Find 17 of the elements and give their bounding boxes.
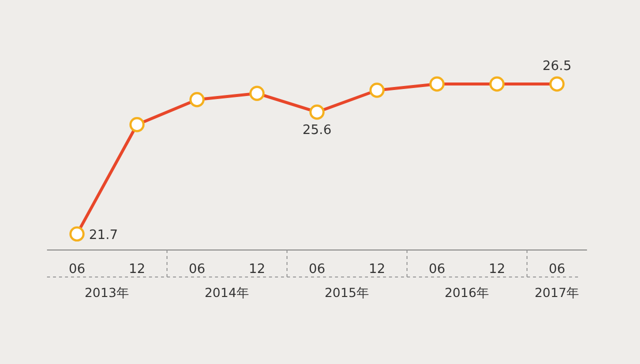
data-label: 25.6 [302,123,332,138]
text: 2014年 [204,285,250,300]
x-tick-label: 12 [368,262,386,278]
x-tick-label: 06 [548,262,566,278]
x-tick-label: 12 [128,262,146,278]
x-tick-label: 12 [248,262,266,278]
text: 2013年 [84,285,130,300]
x-tick-label: 12 [488,262,506,278]
x-tick-label: 06 [188,262,206,278]
data-label: 21.7 [89,228,118,243]
x-tick-label: 06 [428,262,446,278]
text: 2017年 [534,285,580,300]
x-tick-label: 06 [68,262,86,278]
text: 2016年 [444,285,490,300]
x-tick-label: 06 [308,262,326,278]
text: 2015年 [324,285,370,300]
data-label: 26.5 [542,58,572,74]
